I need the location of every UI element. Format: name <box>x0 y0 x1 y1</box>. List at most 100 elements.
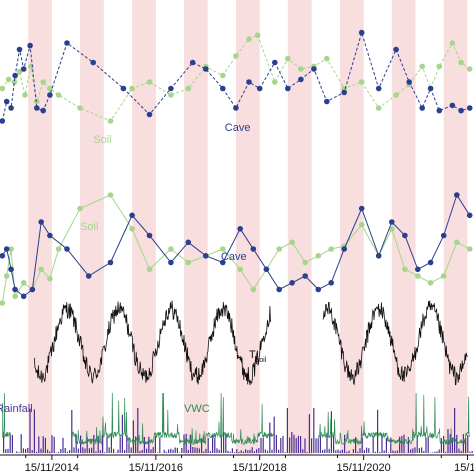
rainfall-bar-71 <box>159 437 161 453</box>
rainfall-bar-75 <box>168 449 170 453</box>
rainfall-bar-62 <box>139 451 141 453</box>
rainfall-bar-199 <box>440 438 442 453</box>
rainfall-bar-196 <box>434 451 436 453</box>
rainfall-bar-213 <box>471 451 473 453</box>
top-soil-point-13 <box>146 79 153 85</box>
middle-soil-point-23 <box>315 253 322 259</box>
rainfall-bar-103 <box>229 451 231 453</box>
top-cave-point-19 <box>246 79 252 85</box>
x-tick-label-0: 15/11/2014 <box>25 462 79 474</box>
top-cave-point-10 <box>64 40 70 46</box>
rainfall-bar-150 <box>333 435 335 453</box>
rainfall-bar-197 <box>436 451 438 453</box>
rainfall-bar-69 <box>154 435 156 453</box>
rainfall-bar-137 <box>304 438 306 453</box>
middle-cave-point-2 <box>8 266 14 273</box>
rainfall-bar-57 <box>128 437 130 453</box>
rainfall-bar-99 <box>220 434 222 453</box>
top-cave-point-23 <box>298 76 304 83</box>
top-soil-point-22 <box>285 55 291 62</box>
rainfall-bar-44 <box>99 450 101 453</box>
rainfall-bar-64 <box>143 437 145 453</box>
rainfall-bar-13 <box>31 450 33 453</box>
rainfall-bar-133 <box>295 438 297 453</box>
rainfall-bar-9 <box>22 448 24 453</box>
top-cave-point-2 <box>8 105 14 111</box>
rainfall-bar-184 <box>407 437 409 453</box>
top-soil-point-9 <box>55 92 62 98</box>
rainfall-bar-30 <box>69 450 71 453</box>
rainfall-bar-43 <box>97 435 99 453</box>
middle-soil-point-0 <box>0 300 6 306</box>
middle-soil-point-33 <box>454 239 460 246</box>
rainfall-bar-32 <box>73 447 75 453</box>
rainfall-bar-35 <box>80 435 82 453</box>
rainfall-bar-131 <box>291 432 293 453</box>
middle-soil-label: Soil <box>80 221 98 233</box>
rainfall-bar-56 <box>126 434 128 453</box>
rainfall-bar-195 <box>432 452 434 453</box>
middle-soil-point-11 <box>129 226 135 232</box>
middle-soil-point-6 <box>38 266 44 273</box>
rainfall-bar-143 <box>317 438 319 453</box>
rainfall-bar-181 <box>401 436 403 453</box>
rainfall-bar-153 <box>339 450 341 453</box>
top-cave-point-5 <box>20 66 27 72</box>
rainfall-bar-144 <box>319 435 321 453</box>
middle-cave-point-7 <box>47 232 53 239</box>
middle-cave-point-25 <box>341 246 348 252</box>
middle-soil-point-16 <box>220 246 226 252</box>
rainfall-bar-101 <box>225 434 227 453</box>
rainfall-bar-151 <box>335 450 337 453</box>
middle-soil-point-9 <box>77 205 83 212</box>
top-soil-point-11 <box>107 118 114 124</box>
middle-cave-point-26 <box>358 205 365 212</box>
rainfall-bar-87 <box>194 447 196 453</box>
rainfall-bar-122 <box>271 449 273 453</box>
rainfall-bar-70 <box>157 452 159 453</box>
top-cave-point-24 <box>311 66 317 72</box>
middle-series-cave <box>0 192 473 300</box>
rainfall-bar-2 <box>7 448 9 453</box>
rainfall-bar-126 <box>280 438 282 453</box>
vwc-label: VWC <box>184 403 210 415</box>
bottom-panel: Rainfall VWC <box>0 392 473 453</box>
rainfall-bar-26 <box>60 449 62 453</box>
middle-cave-point-0 <box>0 253 6 259</box>
rainfall-bar-18 <box>42 436 44 453</box>
middle-cave-point-15 <box>203 253 209 259</box>
rainfall-bar-22 <box>51 435 53 453</box>
rainfall-bar-178 <box>394 451 396 453</box>
top-soil-point-4 <box>22 92 28 98</box>
middle-cave-point-1 <box>3 246 10 252</box>
rainfall-bar-163 <box>361 437 363 453</box>
rainfall-bar-207 <box>458 448 460 453</box>
rainfall-bar-140 <box>311 438 313 453</box>
rainfall-bar-40 <box>91 447 93 453</box>
top-soil-point-17 <box>220 72 226 79</box>
top-soil-point-34 <box>449 40 456 46</box>
rainfall-bar-135 <box>300 436 302 453</box>
middle-cave-point-16 <box>220 259 226 266</box>
top-soil-point-0 <box>0 85 6 92</box>
rainfall-bar-118 <box>262 438 264 453</box>
top-cave-point-11 <box>90 59 96 66</box>
rainfall-bar-16 <box>38 436 40 453</box>
rainfall-bar-211 <box>467 435 469 453</box>
rainfall-bar-113 <box>251 447 253 453</box>
rainfall-bar-165 <box>366 447 368 453</box>
top-panel: Soil Cave <box>0 29 473 146</box>
rainfall-bar-81 <box>181 448 183 453</box>
top-soil-point-1 <box>5 76 12 83</box>
middle-soil-point-1 <box>3 273 10 279</box>
shading-band-1 <box>80 0 104 455</box>
rainfall-bar-82 <box>183 434 185 453</box>
x-tick-label-4: 15/11 <box>454 462 474 474</box>
top-cave-point-36 <box>466 105 473 111</box>
rainfall-bar-107 <box>238 451 240 453</box>
rainfall-bar-134 <box>297 435 299 453</box>
top-cave-point-17 <box>220 85 226 92</box>
x-tick-label-3: 15/11/2020 <box>337 462 391 474</box>
rainfall-bar-187 <box>414 447 416 453</box>
